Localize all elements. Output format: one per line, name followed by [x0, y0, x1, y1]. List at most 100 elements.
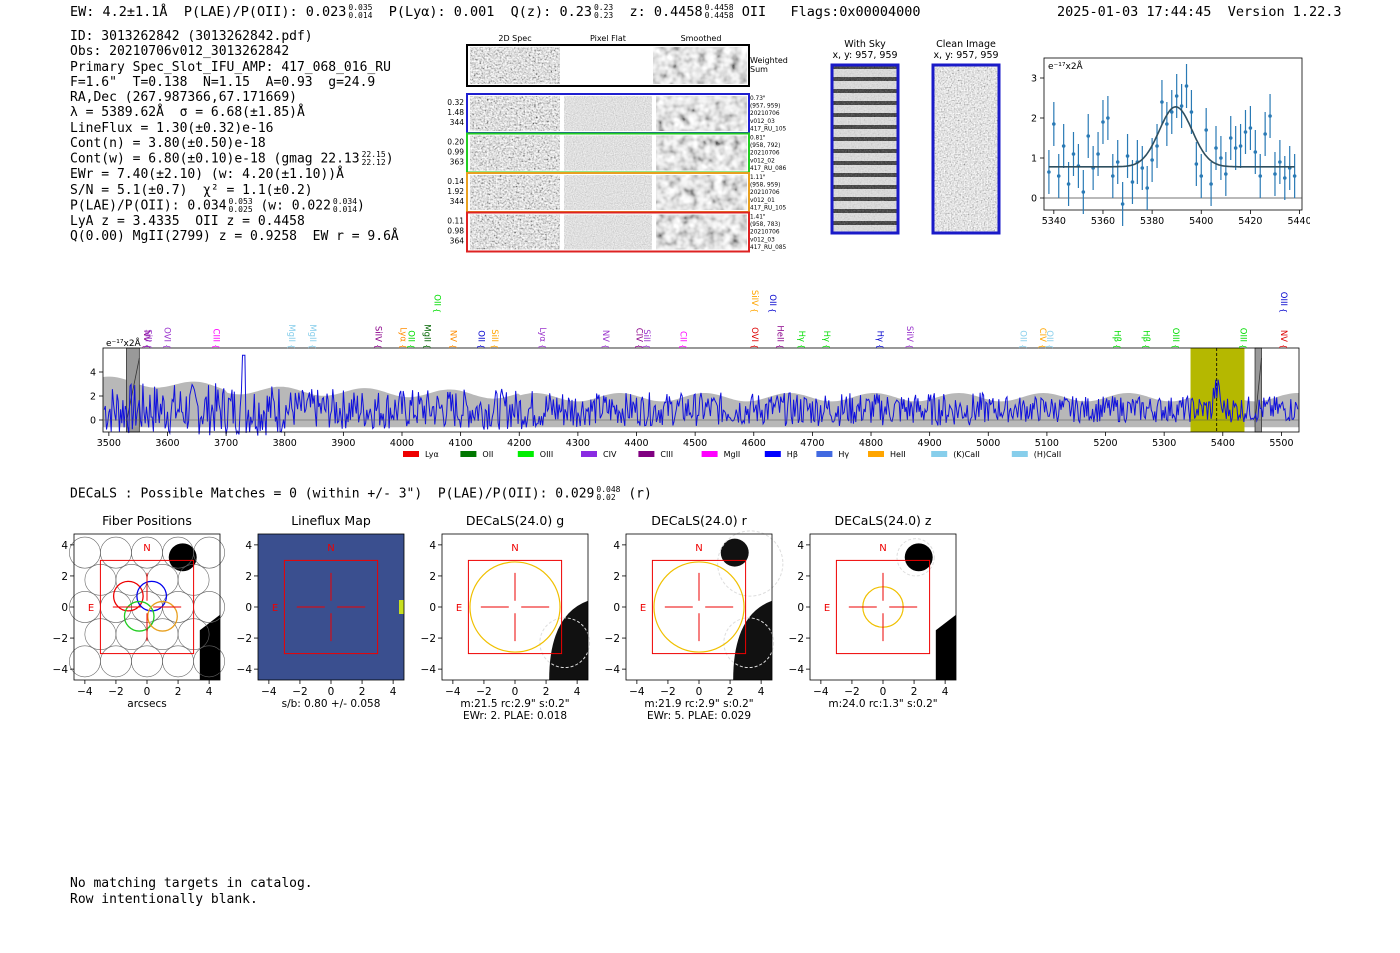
data-point — [1233, 126, 1238, 170]
decals-xtick-label: 4 — [942, 686, 949, 698]
decals-summary: DECaLS : Possible Matches = 0 (within +/… — [70, 485, 652, 502]
line-marker: SiIV { — [904, 326, 914, 349]
line-marker-label: NV — [141, 330, 151, 342]
line-marker: SiIV { — [749, 290, 759, 313]
data-point — [1292, 154, 1297, 198]
svg-text:{: { — [211, 344, 220, 349]
decals-ytick-label: −4 — [237, 664, 253, 676]
z-range: 0.4458 0.4458 — [704, 3, 734, 20]
decals-panel-title: Lineflux Map — [291, 513, 371, 528]
spectrum-legend: Lyα OII OIII CIV CIII MgII Hβ Hγ HeII (K)CaII (H)C… — [403, 450, 1061, 459]
legend-item: HeII — [868, 450, 906, 459]
svg-text:{: { — [601, 344, 610, 349]
cutout-fiber-info: 20210706 — [750, 190, 780, 196]
svg-text:{: { — [768, 308, 777, 313]
decals-ytick-label: 0 — [429, 602, 436, 614]
decals-ytick-label: −4 — [421, 664, 437, 676]
line-marker: Hβ { — [1141, 330, 1151, 349]
svg-text:{: { — [1238, 344, 1247, 349]
data-point — [1145, 166, 1149, 210]
line-marker-label: OIII — [1237, 328, 1247, 342]
line-marker: OII { — [767, 294, 777, 313]
spectrum-xtick-label: 4500 — [683, 438, 707, 449]
decals-xtick-label: −2 — [476, 686, 491, 698]
decals-panel-caption: m:21.9 rc:2.9" s:0.2" — [644, 698, 753, 710]
svg-text:{: { — [1112, 344, 1121, 349]
line-marker-label: SiIV — [373, 326, 383, 342]
search-box — [99, 559, 195, 655]
svg-text:{: { — [822, 344, 831, 349]
svg-text:{: { — [432, 308, 441, 313]
spectrum-xtick-label: 5100 — [1035, 438, 1059, 449]
data-point — [1248, 106, 1253, 150]
summary-header: EW: 4.2±1.1Å P(LAE)/P(OII): 0.023 0.035 0.… — [70, 3, 921, 21]
decals-panel-caption: s/b: 0.80 +/- 0.058 — [282, 698, 381, 710]
cutout-frame — [466, 211, 750, 253]
spectrum-xtick-label: 5400 — [1211, 438, 1235, 449]
version: Version 1.22.3 — [1227, 4, 1342, 20]
cutout-fiber-info: (958, 792) — [750, 143, 780, 149]
line-marker: OII { — [1044, 330, 1054, 349]
decals-xtick-label: 4 — [574, 686, 581, 698]
decals-ytick-label: 2 — [429, 571, 436, 583]
cutout-fiber-info: (957, 959) — [750, 104, 780, 110]
spectrum-xtick-label: 4200 — [507, 438, 531, 449]
line-marker-label: MgII — [421, 324, 431, 342]
decals-panel-title: Fiber Positions — [102, 513, 192, 528]
line-fit-chart: 5340 5360 5380 5400 5420 5440 0 1 2 3 e⁻¹⁷x2Å — [1031, 57, 1310, 227]
spectrum-ytick-label: 0 — [90, 416, 96, 427]
decals-ytick-label: 4 — [797, 540, 804, 552]
line-marker-label: OII — [1018, 330, 1028, 342]
data-point — [1189, 90, 1194, 134]
svg-text:{: { — [449, 344, 458, 349]
decals-xtick-label: 2 — [359, 686, 366, 698]
data-point — [1263, 112, 1267, 156]
info-primary: Primary Spec_Slot_IFU_AMP: 417_068_016_R… — [70, 59, 391, 75]
data-point — [1086, 114, 1091, 158]
compass-east: E — [272, 603, 278, 614]
decals-xtick-label: 2 — [727, 686, 734, 698]
info-lambda: λ = 5389.62Å σ = 6.68(±1.85)Å — [70, 105, 305, 121]
info-lya: LyA z = 3.4335 OII z = 0.4458 — [70, 213, 305, 229]
spectrum-xtick-label: 4700 — [800, 438, 824, 449]
data-point — [1165, 102, 1169, 146]
cutout-fiber-stat: 363 — [450, 158, 465, 167]
data-point — [1155, 124, 1159, 168]
svg-text:{: { — [422, 344, 431, 349]
decals-ytick-label: −4 — [605, 664, 621, 676]
cutout-fiber-info: v012_01 — [750, 198, 775, 204]
data-point — [1061, 124, 1066, 168]
legend-item: MgII — [701, 450, 740, 459]
data-point — [1268, 94, 1272, 138]
decals-xtick-label: 2 — [543, 686, 550, 698]
data-point — [1287, 146, 1292, 190]
line-marker: OII { — [406, 330, 416, 349]
line-marker-label: SiIV — [749, 290, 759, 306]
line-marker: SiIV { — [373, 326, 383, 349]
decals-xtick-label: 4 — [390, 686, 397, 698]
decals-ytick-label: −2 — [53, 633, 68, 645]
spectrum-xtick-label: 4100 — [449, 438, 473, 449]
data-point — [1204, 108, 1208, 152]
line-marker: Hβ { — [1111, 330, 1121, 349]
weighted-label: Weighted — [750, 56, 788, 65]
info-contw: Cont(w) = 6.80(±0.10)e-18 (gmag 22.13 22.… — [70, 150, 394, 168]
line-marker: NV { — [141, 330, 151, 349]
decals-ytick-label: 2 — [245, 571, 252, 583]
decals-ytick-label: −2 — [605, 633, 620, 645]
cutout-fiber-info: v012_02 — [750, 158, 775, 164]
line-marker-label: NV — [448, 330, 458, 342]
cutout-fiber-stat: 0.32 — [447, 98, 464, 107]
decals-ytick-label: −2 — [237, 633, 252, 645]
decals-xtick-label: −2 — [292, 686, 307, 698]
cutout-fiber-info: 1.41" — [750, 215, 766, 221]
footer-line-1: No matching targets in catalog. — [70, 876, 313, 891]
clean-image-coords: x, y: 957, 959 — [933, 50, 998, 61]
legend-item: OII — [460, 450, 493, 459]
line-marker: OIII { — [1170, 328, 1180, 349]
line-marker: OVI { — [162, 327, 172, 349]
qz-range: 0.23 0.23 — [593, 3, 614, 20]
legend-label: Hγ — [838, 450, 849, 459]
z-line: OII — [741, 4, 767, 20]
